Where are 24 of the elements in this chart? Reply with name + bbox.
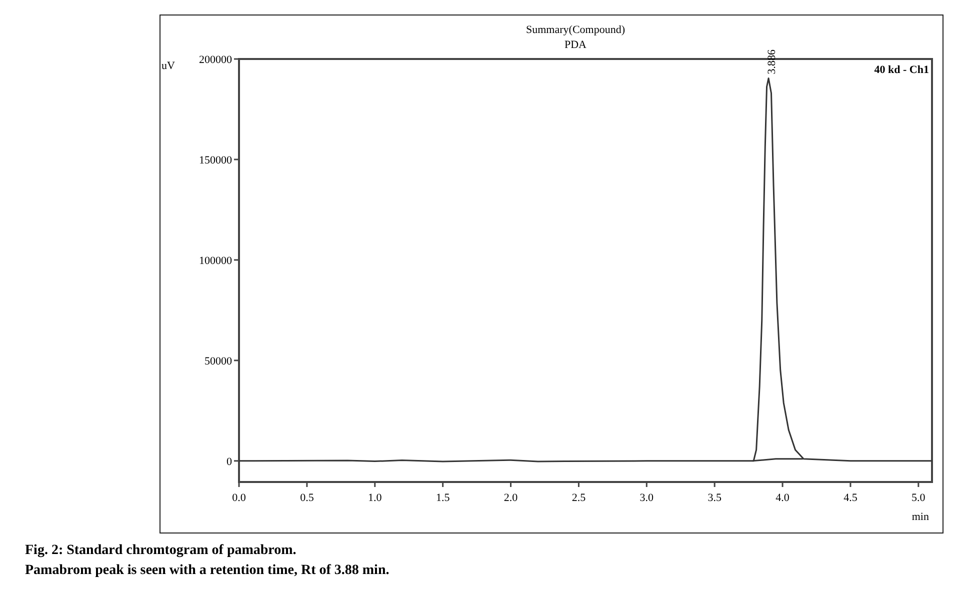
annotation: 3.886 bbox=[766, 49, 778, 74]
y-tick-label: 200000 bbox=[199, 54, 232, 66]
x-tick-label: 3.0 bbox=[640, 492, 654, 504]
x-tick-label: 2.0 bbox=[504, 492, 518, 504]
y-tick-label: 100000 bbox=[199, 254, 232, 267]
x-tick-label: 4.0 bbox=[776, 492, 790, 504]
annotation: 40 kd - Ch1 bbox=[874, 64, 929, 76]
x-tick-label: 1.0 bbox=[368, 492, 382, 504]
x-tick-label: 5.0 bbox=[912, 492, 926, 504]
caption: Fig. 2: Standard chromtogram of pamabrom. bbox=[25, 543, 296, 558]
chart-subtitle: PDA bbox=[564, 39, 587, 51]
x-tick-label: 1.5 bbox=[436, 492, 450, 504]
x-tick-label: 2.5 bbox=[572, 492, 586, 504]
x-tick-label: 3.5 bbox=[708, 492, 722, 504]
y-tick-label: 150000 bbox=[199, 154, 232, 166]
x-tick-label: 0.5 bbox=[300, 492, 314, 504]
y-tick-label: 50000 bbox=[204, 355, 232, 368]
x-tick-label: 4.5 bbox=[844, 492, 858, 504]
x-axis-title: min bbox=[912, 511, 930, 523]
y-tick-label: 0 bbox=[226, 456, 232, 468]
text: Pamabrom peak is seen with a retention time, Rt of 3.88 min. bbox=[25, 563, 390, 578]
y-axis-title: uV bbox=[162, 60, 176, 72]
chart-title: Summary(Compound) bbox=[526, 24, 626, 36]
x-tick-label: 0.0 bbox=[232, 492, 246, 504]
